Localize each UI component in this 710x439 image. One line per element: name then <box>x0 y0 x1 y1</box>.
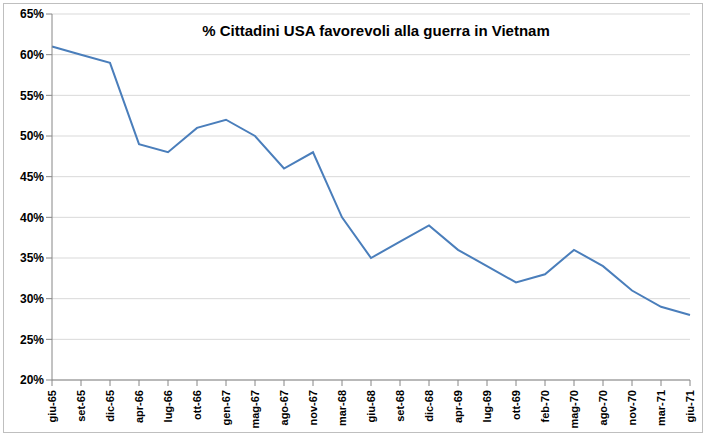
svg-text:mag-70: mag-70 <box>568 390 580 429</box>
svg-text:50%: 50% <box>20 129 44 143</box>
svg-text:gen-67: gen-67 <box>220 390 232 425</box>
svg-text:giu-71: giu-71 <box>684 390 696 422</box>
svg-text:feb-70: feb-70 <box>539 390 551 422</box>
svg-text:55%: 55% <box>20 89 44 103</box>
svg-text:apr-66: apr-66 <box>133 390 145 423</box>
svg-text:45%: 45% <box>20 170 44 184</box>
svg-text:nov-70: nov-70 <box>626 390 638 425</box>
svg-text:nov-67: nov-67 <box>307 390 319 425</box>
svg-text:mar-71: mar-71 <box>655 390 667 426</box>
svg-text:35%: 35% <box>20 251 44 265</box>
svg-text:65%: 65% <box>20 7 44 21</box>
svg-text:ago-70: ago-70 <box>597 390 609 425</box>
svg-text:lug-66: lug-66 <box>162 390 174 422</box>
svg-text:% Cittadini USA favorevoli all: % Cittadini USA favorevoli alla guerra i… <box>202 22 550 39</box>
svg-text:25%: 25% <box>20 333 44 347</box>
svg-text:40%: 40% <box>20 211 44 225</box>
svg-text:set-65: set-65 <box>75 390 87 422</box>
svg-text:mar-68: mar-68 <box>336 390 348 426</box>
svg-text:ott-69: ott-69 <box>510 390 522 420</box>
svg-text:dic-68: dic-68 <box>423 390 435 422</box>
svg-text:mag-67: mag-67 <box>249 390 261 429</box>
svg-text:ago-67: ago-67 <box>278 390 290 425</box>
svg-text:lug-69: lug-69 <box>481 390 493 422</box>
svg-text:giu-68: giu-68 <box>365 390 377 422</box>
svg-text:20%: 20% <box>20 373 44 387</box>
svg-text:giu-65: giu-65 <box>46 390 58 422</box>
svg-text:dic-65: dic-65 <box>104 390 116 422</box>
svg-text:60%: 60% <box>20 48 44 62</box>
svg-text:ott-66: ott-66 <box>191 390 203 420</box>
svg-text:apr-69: apr-69 <box>452 390 464 423</box>
svg-text:set-68: set-68 <box>394 390 406 422</box>
svg-text:30%: 30% <box>20 292 44 306</box>
